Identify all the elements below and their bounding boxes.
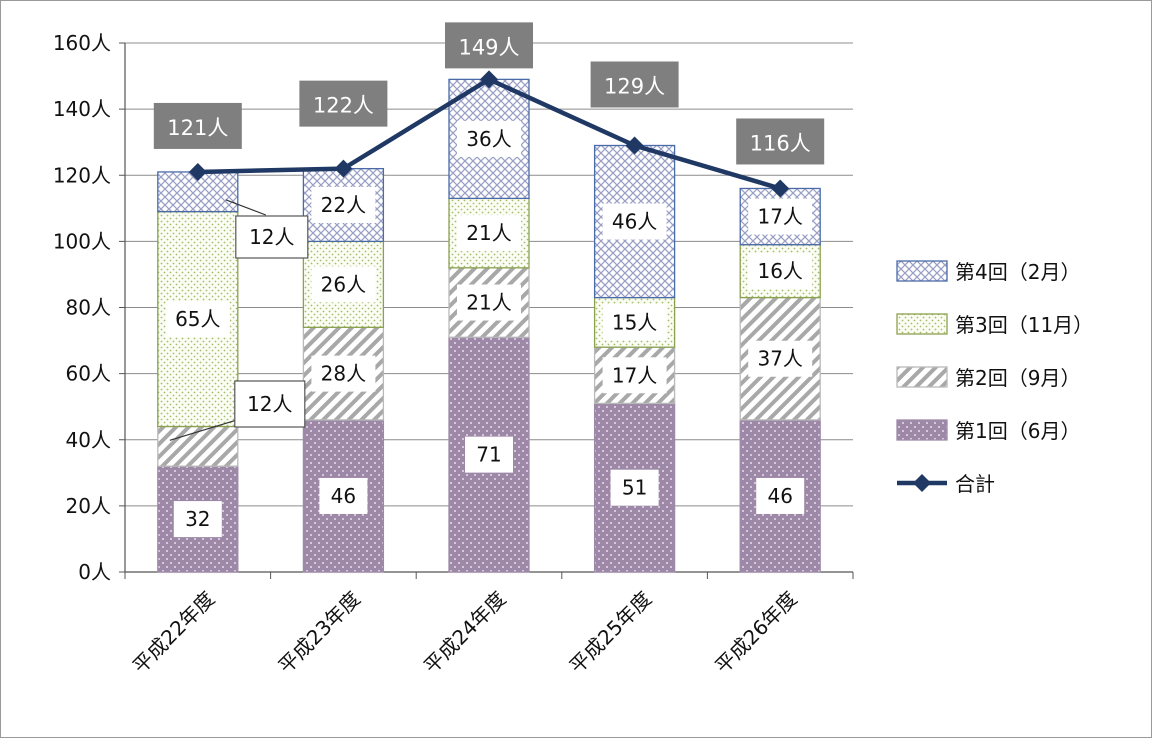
data-label-box <box>457 284 521 321</box>
total-label: 116人 <box>750 131 811 155</box>
category-label: 平成26年度 <box>710 587 802 679</box>
total-label: 129人 <box>604 74 665 98</box>
data-label-box <box>602 203 667 240</box>
data-label-box <box>311 266 376 303</box>
data-label: 51 <box>622 476 647 500</box>
data-label: 22人 <box>321 193 366 217</box>
total-label: 121人 <box>167 116 228 140</box>
legend-label: 合計 <box>955 472 995 496</box>
data-label-box <box>235 215 309 259</box>
total-label-box <box>590 61 679 108</box>
data-label: 17人 <box>757 205 802 229</box>
data-label: 37人 <box>757 347 802 371</box>
data-label-box <box>465 436 513 473</box>
data-label-box <box>173 501 222 538</box>
data-label: 46 <box>767 484 792 508</box>
total-marker <box>625 136 644 155</box>
data-label: 26人 <box>321 272 366 296</box>
callout-line <box>225 199 267 216</box>
total-line <box>188 70 790 198</box>
total-marker <box>188 162 207 181</box>
legend-swatch <box>896 366 948 388</box>
data-label: 16人 <box>757 259 802 283</box>
data-label-box <box>748 340 813 377</box>
y-tick-label: 20人 <box>66 494 111 518</box>
legend-label: 第1回（6月） <box>955 419 1080 443</box>
data-label-box <box>311 187 376 224</box>
total-label-box <box>299 80 388 127</box>
legend-swatch <box>896 260 948 282</box>
legend: 第4回（2月） 第3回（11月） 第2回（9月） 第1回（6月） 合計 <box>896 260 1093 496</box>
data-label-box <box>457 215 521 252</box>
data-label-box <box>756 477 805 514</box>
data-label-box <box>748 253 813 290</box>
y-tick-label: 120人 <box>53 163 111 187</box>
total-label-box <box>736 118 825 165</box>
data-label: 12人 <box>249 225 294 249</box>
data-label: 46人 <box>612 210 657 234</box>
data-label: 32 <box>185 507 210 531</box>
data-label-box <box>165 301 230 338</box>
data-label: 21人 <box>466 291 511 315</box>
data-label: 21人 <box>466 221 511 245</box>
data-label-box <box>602 304 667 341</box>
y-tick-label: 40人 <box>66 428 111 452</box>
data-label: 71 <box>476 443 501 467</box>
y-tick-label: 80人 <box>66 296 111 320</box>
data-label-box <box>610 469 659 506</box>
total-marker <box>480 70 498 89</box>
y-tick-label: 0人 <box>78 560 111 584</box>
total-marker <box>771 179 790 198</box>
y-tick-label: 140人 <box>53 97 111 121</box>
legend-label: 第2回（9月） <box>955 366 1080 390</box>
data-label: 46 <box>331 484 356 508</box>
total-label-box <box>153 102 242 149</box>
y-tick-label: 60人 <box>66 362 111 386</box>
data-label: 28人 <box>321 362 366 386</box>
data-label-box <box>748 198 813 235</box>
total-marker <box>334 159 353 178</box>
data-label-box <box>234 380 306 428</box>
total-label: 122人 <box>313 94 374 118</box>
total-label-box <box>445 22 533 69</box>
legend-label: 第4回（2月） <box>955 260 1080 284</box>
data-label: 36人 <box>466 127 511 151</box>
legend-swatch <box>896 419 948 441</box>
data-label: 15人 <box>612 310 657 334</box>
data-label-box <box>311 355 376 392</box>
data-label: 17人 <box>612 363 657 387</box>
total-label: 149人 <box>458 35 519 59</box>
data-label: 12人 <box>247 392 292 416</box>
bar-segment <box>593 402 676 573</box>
legend-line-marker <box>913 474 931 492</box>
bar-segment <box>157 425 239 467</box>
data-label-box <box>602 357 667 394</box>
category-label: 平成22年度 <box>128 587 220 679</box>
data-labels: 32 12人 65人 12人 46 28人 26人 22人 71 21人 21人 36人 51 17人 15… <box>153 22 825 538</box>
y-tick-label: 160人 <box>53 31 111 55</box>
data-label: 65人 <box>175 307 220 331</box>
legend-label: 第3回（11月） <box>955 313 1093 337</box>
data-label-box <box>319 477 368 514</box>
category-label: 平成25年度 <box>565 587 657 679</box>
y-tick-label: 100人 <box>53 229 111 253</box>
category-label: 平成24年度 <box>419 587 511 679</box>
category-label: 平成23年度 <box>273 587 365 679</box>
legend-swatch <box>896 313 948 335</box>
data-label-box <box>457 120 521 157</box>
